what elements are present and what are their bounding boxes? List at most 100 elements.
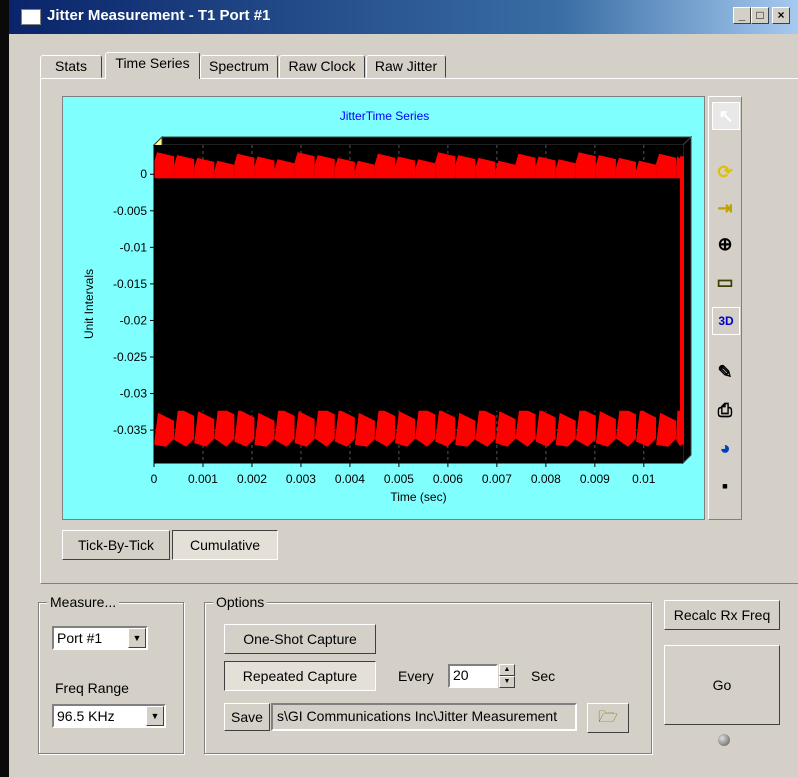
window-title: Jitter Measurement - T1 Port #1 — [47, 7, 271, 24]
series-spike-bottom — [194, 411, 215, 447]
y-axis-label: Unit Intervals — [82, 269, 96, 339]
tab-time-series[interactable]: Time Series — [105, 52, 200, 79]
3d-icon[interactable]: 3D — [712, 307, 740, 335]
chart-wizard-icon[interactable]: ◕ — [719, 437, 731, 458]
y-tick-label: -0.01 — [120, 240, 148, 254]
sec-label: Sec — [531, 668, 556, 684]
port-select[interactable]: Port #1 ▼ — [52, 626, 148, 650]
recalc-rx-freq-button[interactable]: Recalc Rx Freq — [664, 600, 780, 630]
title-bar[interactable]: Jitter Measurement - T1 Port #1 _ □ × — [9, 0, 798, 34]
y-tick-label: -0.035 — [113, 423, 147, 437]
series-spike-bottom — [435, 409, 456, 447]
tab-spectrum[interactable]: Spectrum — [200, 55, 278, 78]
spin-down-icon[interactable]: ▼ — [499, 676, 515, 688]
jitter-chart: 0 -0.005 -0.01 -0.015 -0.02 -0.025 -0.03 -0.035… — [82, 135, 693, 504]
every-spinner[interactable]: ▲ ▼ — [499, 664, 515, 688]
app-icon — [21, 9, 41, 25]
y-tick-label: 0 — [140, 167, 147, 181]
tab-raw-jitter[interactable]: Raw Jitter — [366, 55, 446, 78]
chevron-down-icon[interactable]: ▼ — [128, 628, 146, 648]
series-spike-bottom — [274, 407, 295, 447]
every-input[interactable]: 20 — [448, 664, 498, 688]
x-tick-label: 0.009 — [580, 472, 610, 486]
freq-range-select[interactable]: 96.5 KHz ▼ — [52, 704, 166, 728]
properties-icon[interactable]: ✎ — [717, 361, 733, 382]
save-icon[interactable]: ▪ — [721, 475, 729, 496]
page-icon[interactable]: ▭ — [716, 271, 734, 292]
x-tick-label: 0.008 — [531, 472, 561, 486]
x-tick-label: 0.001 — [188, 472, 218, 486]
options-label: Options — [213, 594, 268, 610]
series-spike-bottom — [515, 406, 536, 447]
x-tick-label: 0.002 — [237, 472, 267, 486]
zoom-in-icon[interactable]: ⊕ — [717, 233, 733, 254]
spin-up-icon[interactable]: ▲ — [499, 664, 515, 676]
series-spike-bottom — [234, 409, 255, 447]
chart-area[interactable]: JitterTime Series 0 -0.005 -0.01 -0.015 -0.0… — [62, 96, 705, 520]
chart-toolbar: ↖ ⟳ ⇥ ⊕ ▭ 3D ✎ ⎙ ◕ ▪ — [708, 96, 742, 520]
options-group: Options — [204, 594, 652, 754]
series-spike-bottom — [394, 411, 416, 447]
y-tick-label: -0.005 — [113, 204, 147, 218]
series-spike-bottom — [555, 412, 576, 447]
series-spike-bottom — [294, 411, 315, 447]
rotate-icon[interactable]: ⟳ — [717, 161, 733, 182]
axis-icon[interactable]: ⇥ — [717, 197, 733, 218]
series-spike-bottom — [615, 406, 636, 447]
series-spike-bottom — [174, 407, 195, 447]
y-tick-label: -0.025 — [113, 350, 147, 364]
x-tick-label: 0.005 — [384, 472, 414, 486]
series-spike-bottom — [535, 409, 556, 447]
series-spike-bottom — [495, 411, 516, 447]
tick-by-tick-button[interactable]: Tick-By-Tick — [62, 530, 170, 560]
y-tick-label: -0.03 — [120, 387, 148, 401]
series-spike-bottom — [214, 406, 235, 447]
minimize-button[interactable]: _ — [733, 7, 751, 24]
series-spike-bottom — [595, 411, 616, 447]
freq-range-label: Freq Range — [55, 680, 129, 696]
status-led — [718, 734, 730, 746]
measure-label: Measure... — [47, 594, 120, 610]
series-spike-bottom — [475, 407, 496, 447]
save-path-field[interactable]: s\GI Communications Inc\Jitter Measureme… — [271, 703, 577, 731]
maximize-button[interactable]: □ — [751, 7, 769, 24]
series-end-edge — [680, 156, 684, 445]
port-value: Port #1 — [57, 630, 103, 646]
series-spike-bottom — [374, 407, 395, 447]
one-shot-capture-button[interactable]: One-Shot Capture — [224, 624, 376, 654]
y-tick-label: -0.015 — [113, 277, 147, 291]
window-edge — [0, 0, 9, 777]
plot-top-face — [152, 136, 693, 146]
series-spike-bottom — [154, 412, 175, 447]
cumulative-button[interactable]: Cumulative — [172, 530, 278, 560]
plot-side-face — [682, 135, 692, 465]
x-tick-label: 0 — [151, 472, 158, 486]
series-spike-bottom — [254, 412, 275, 447]
freq-range-value: 96.5 KHz — [57, 708, 115, 724]
x-axis-label: Time (sec) — [390, 490, 446, 504]
x-tick-label: 0.007 — [482, 472, 512, 486]
series-spike-bottom — [635, 409, 657, 447]
series-spike-bottom — [656, 412, 677, 447]
series-spike-bottom — [314, 406, 335, 447]
x-tick-label: 0.003 — [286, 472, 316, 486]
every-label: Every — [398, 668, 434, 684]
tab-stats[interactable]: Stats — [40, 55, 102, 78]
time-series-panel — [40, 78, 798, 584]
chevron-down-icon[interactable]: ▼ — [146, 706, 164, 726]
series-spike-bottom — [455, 412, 476, 447]
repeated-capture-button[interactable]: Repeated Capture — [224, 661, 376, 691]
tab-raw-clock[interactable]: Raw Clock — [279, 55, 365, 78]
print-icon[interactable]: ⎙ — [717, 399, 733, 420]
series-spike-bottom — [415, 406, 436, 447]
series-spike-bottom — [334, 409, 355, 447]
open-folder-icon[interactable]: 🗁 — [587, 703, 629, 733]
go-button[interactable]: Go — [664, 645, 780, 725]
close-button[interactable]: × — [772, 7, 790, 24]
pointer-icon[interactable]: ↖ — [712, 102, 740, 130]
series-spike-bottom — [575, 407, 596, 447]
x-tick-label: 0.006 — [433, 472, 463, 486]
save-path-button[interactable]: Save — [224, 703, 270, 731]
x-tick-label: 0.01 — [632, 472, 656, 486]
